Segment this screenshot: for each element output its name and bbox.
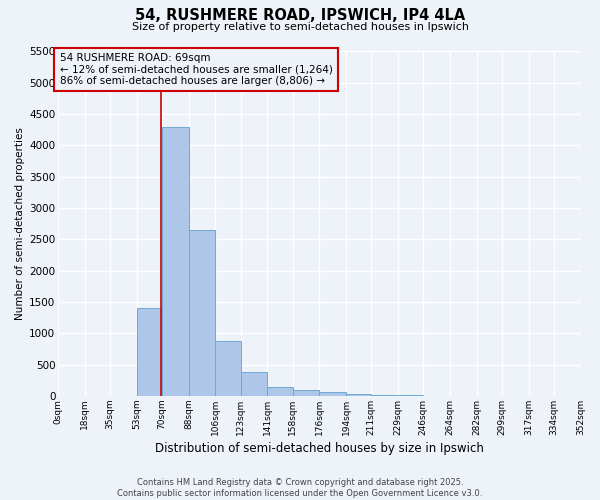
Bar bbox=[215, 341, 241, 396]
Bar bbox=[241, 372, 268, 396]
Text: Contains HM Land Registry data © Crown copyright and database right 2025.
Contai: Contains HM Land Registry data © Crown c… bbox=[118, 478, 482, 498]
Bar bbox=[319, 392, 346, 396]
Y-axis label: Number of semi-detached properties: Number of semi-detached properties bbox=[15, 128, 25, 320]
Bar bbox=[268, 386, 293, 396]
Text: Size of property relative to semi-detached houses in Ipswich: Size of property relative to semi-detach… bbox=[131, 22, 469, 32]
Text: 54 RUSHMERE ROAD: 69sqm
← 12% of semi-detached houses are smaller (1,264)
86% of: 54 RUSHMERE ROAD: 69sqm ← 12% of semi-de… bbox=[59, 53, 332, 86]
Text: 54, RUSHMERE ROAD, IPSWICH, IP4 4LA: 54, RUSHMERE ROAD, IPSWICH, IP4 4LA bbox=[135, 8, 465, 22]
Bar bbox=[189, 230, 215, 396]
Bar bbox=[293, 390, 319, 396]
Bar bbox=[137, 308, 162, 396]
Bar bbox=[371, 395, 398, 396]
Bar bbox=[162, 126, 189, 396]
Bar bbox=[346, 394, 371, 396]
X-axis label: Distribution of semi-detached houses by size in Ipswich: Distribution of semi-detached houses by … bbox=[155, 442, 484, 455]
